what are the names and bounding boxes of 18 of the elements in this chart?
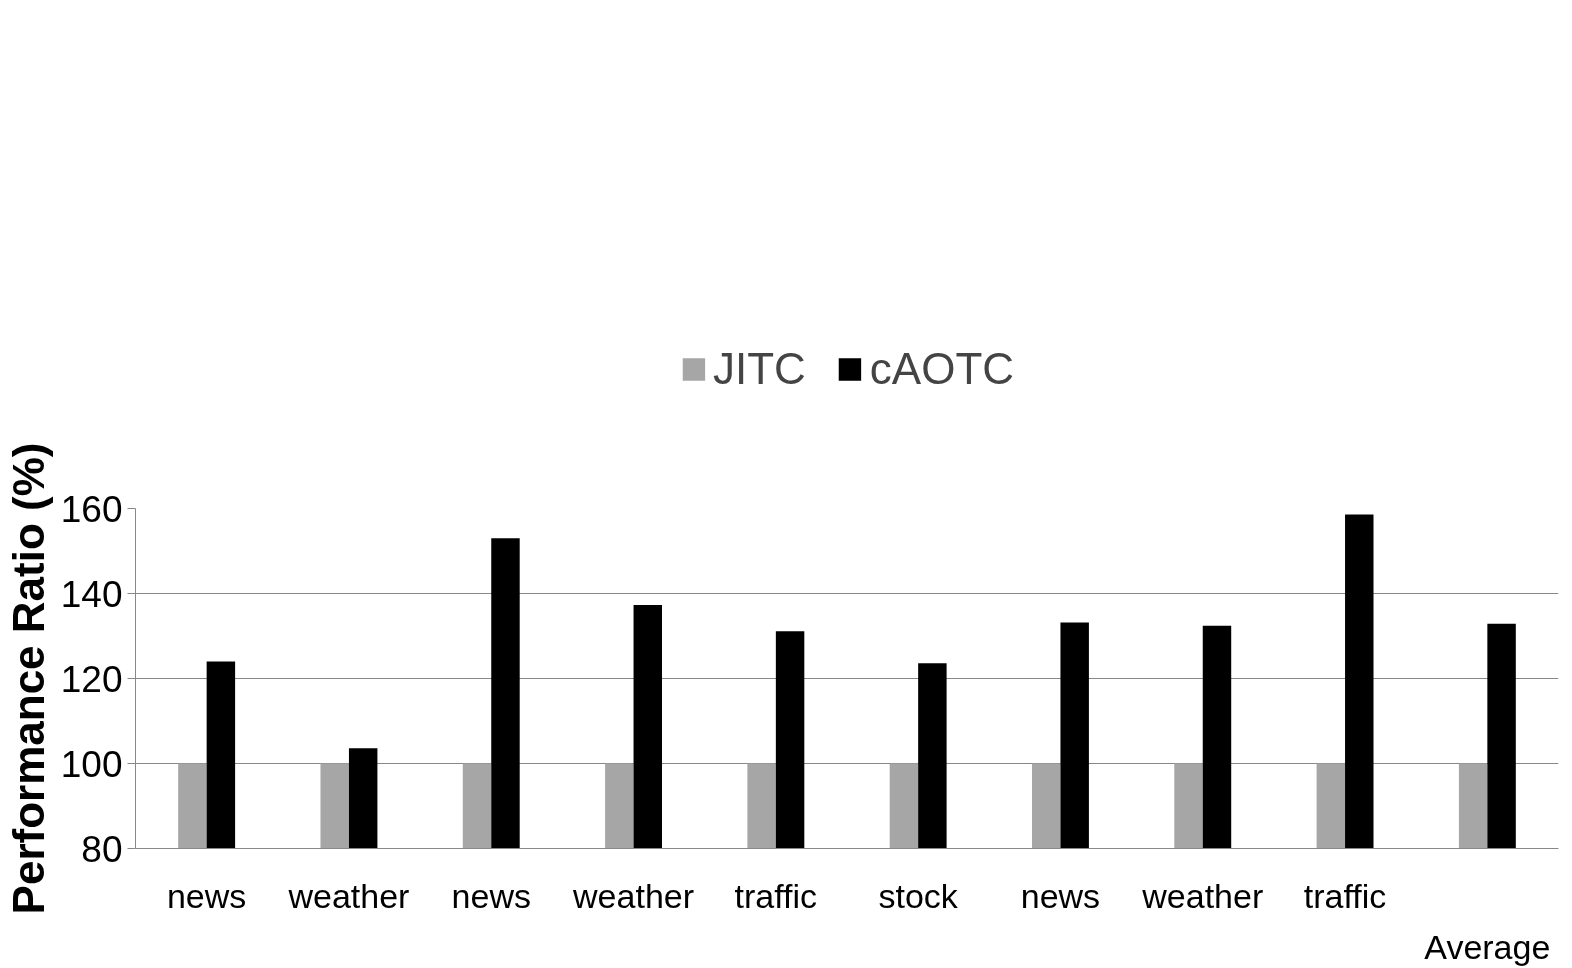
- x-tick-label: stock: [878, 876, 959, 915]
- text: Average: [1424, 927, 1551, 966]
- y-tick-label: 140: [60, 573, 123, 615]
- y-axis-title: Performance Ratio (%): [3, 442, 53, 915]
- x-tick-label: weather: [572, 876, 695, 915]
- x-tick-label: traffic: [1303, 876, 1387, 915]
- x-tick-label: weather: [287, 876, 410, 915]
- x-tick-label: traffic: [734, 876, 818, 915]
- legend-label: JITC: [712, 343, 806, 394]
- y-tick-label: 80: [81, 828, 123, 870]
- y-tick-label: 100: [60, 743, 123, 785]
- y-tick-label: 160: [60, 488, 123, 530]
- x-tick-label: news: [166, 876, 247, 915]
- legend-label: cAOTC: [869, 343, 1015, 394]
- x-tick-label: news: [451, 876, 531, 915]
- x-tick-label: news: [1020, 876, 1101, 915]
- y-tick-label: 120: [60, 658, 123, 700]
- x-tick-label: weather: [1141, 876, 1264, 915]
